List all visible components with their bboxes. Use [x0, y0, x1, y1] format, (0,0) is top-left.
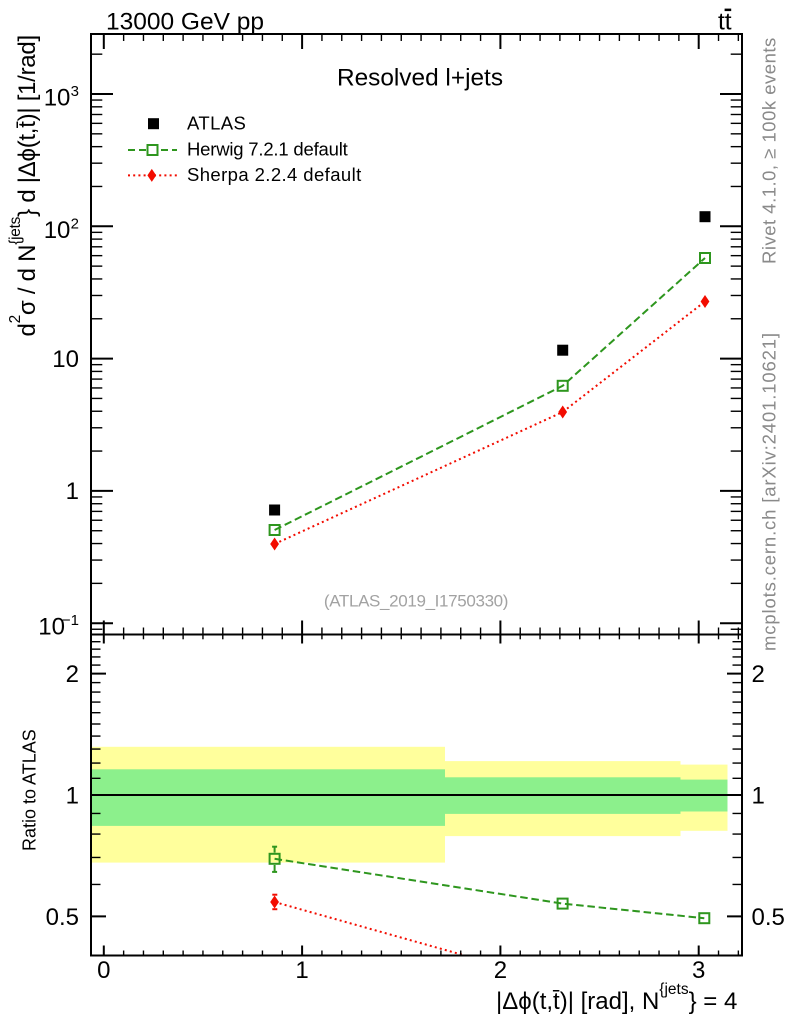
svg-text:tt: tt	[718, 8, 732, 35]
svg-text:2: 2	[752, 661, 765, 688]
svg-text:(ATLAS_2019_I1750330): (ATLAS_2019_I1750330)	[324, 592, 508, 611]
svg-text:2: 2	[71, 215, 79, 232]
svg-text:10: 10	[44, 85, 71, 112]
svg-text:10: 10	[44, 217, 71, 244]
svg-text:−1: −1	[62, 612, 79, 629]
svg-text:1: 1	[295, 957, 308, 984]
svg-text:2: 2	[66, 661, 79, 688]
svg-text:2: 2	[494, 957, 507, 984]
svg-text:0.5: 0.5	[752, 904, 785, 931]
svg-text:Sherpa 2.2.4 default: Sherpa 2.2.4 default	[187, 164, 362, 185]
svg-text:Resolved l+jets: Resolved l+jets	[337, 65, 503, 92]
svg-text:10: 10	[38, 614, 65, 641]
svg-text:mcplots.cern.ch [arXiv:2401.10: mcplots.cern.ch [arXiv:2401.10621]	[759, 332, 780, 651]
svg-text:3: 3	[71, 83, 79, 100]
svg-text:13000 GeV pp: 13000 GeV pp	[106, 8, 264, 35]
svg-text:ATLAS: ATLAS	[187, 113, 246, 134]
svg-text:1: 1	[66, 478, 79, 505]
svg-text:1: 1	[66, 782, 79, 809]
svg-text:3: 3	[692, 957, 705, 984]
svg-text:10: 10	[52, 346, 79, 373]
svg-text:0.5: 0.5	[46, 904, 79, 931]
svg-text:Ratio to ATLAS: Ratio to ATLAS	[20, 729, 40, 851]
svg-text:1: 1	[752, 782, 765, 809]
svg-text:Rivet 4.1.0, ≥ 100k events: Rivet 4.1.0, ≥ 100k events	[759, 37, 780, 264]
svg-text:0: 0	[97, 957, 110, 984]
svg-text:Herwig 7.2.1 default: Herwig 7.2.1 default	[187, 138, 348, 159]
